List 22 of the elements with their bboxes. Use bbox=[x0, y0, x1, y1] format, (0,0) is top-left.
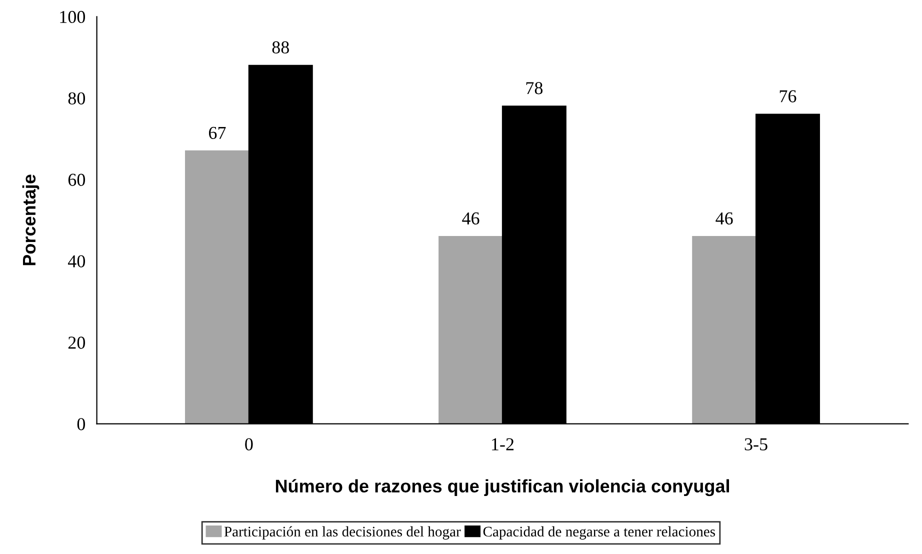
data-label: 67 bbox=[208, 126, 226, 139]
y-tick-label: 80 bbox=[68, 92, 86, 104]
bar bbox=[184, 150, 250, 424]
data-label: 46 bbox=[716, 212, 733, 224]
x-axis-title: Número de razones que justifican violencia conyugal bbox=[276, 479, 729, 496]
y-tick-label: 100 bbox=[60, 10, 86, 24]
y-tick-label: 20 bbox=[68, 336, 86, 349]
y-tick-label: 40 bbox=[68, 255, 86, 268]
data-label: 88 bbox=[272, 41, 289, 54]
data-label: 78 bbox=[526, 82, 543, 94]
y-tick-label: 0 bbox=[77, 418, 86, 430]
bar bbox=[438, 236, 504, 424]
x-tick-label: 1-2 bbox=[492, 438, 514, 450]
data-label: 76 bbox=[780, 90, 796, 102]
data-label: 46 bbox=[462, 212, 480, 224]
legend-label: Capacidad de negarse a tener relaciones bbox=[483, 526, 716, 540]
x-tick-label: 0 bbox=[245, 438, 253, 450]
x-tick-label: 3-5 bbox=[744, 438, 768, 450]
legend-label: Participación en las decisiones del hogar bbox=[224, 526, 461, 540]
y-axis-title: Porcentaje bbox=[22, 174, 40, 266]
y-tick-label: 60 bbox=[68, 174, 86, 186]
bar bbox=[692, 236, 757, 424]
